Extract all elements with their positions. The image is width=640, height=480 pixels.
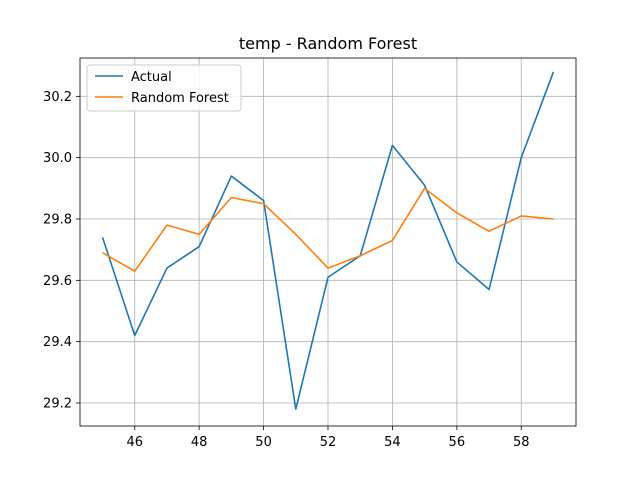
y-axis: 29.2 29.4 29.6 29.8 30.0 30.2 bbox=[43, 90, 80, 412]
plot-lines bbox=[101, 71, 555, 410]
chart-title: temp - Random Forest bbox=[239, 34, 417, 53]
legend: Actual Random Forest bbox=[86, 64, 242, 112]
x-tick-label: 46 bbox=[126, 435, 143, 450]
y-tick-label: 29.4 bbox=[43, 335, 72, 350]
legend-box bbox=[86, 64, 242, 112]
y-tick-label: 30.2 bbox=[43, 90, 72, 105]
y-tick-label: 30.0 bbox=[43, 151, 72, 166]
series-line-0 bbox=[101, 71, 555, 410]
x-tick-label: 52 bbox=[320, 435, 337, 450]
x-tick-label: 48 bbox=[191, 435, 208, 450]
x-tick-label: 58 bbox=[513, 435, 530, 450]
legend-label: Random Forest bbox=[131, 91, 229, 106]
y-tick-label: 29.2 bbox=[43, 397, 72, 412]
y-tick-label: 29.8 bbox=[43, 213, 72, 228]
x-tick-label: 50 bbox=[255, 435, 272, 450]
y-tick-label: 29.6 bbox=[43, 274, 72, 289]
legend-label: Actual bbox=[131, 70, 172, 85]
series-line-1 bbox=[102, 187, 554, 272]
x-tick-label: 56 bbox=[449, 435, 466, 450]
x-axis: 46 48 50 52 54 56 58 bbox=[126, 426, 530, 450]
x-tick-label: 54 bbox=[384, 435, 401, 450]
